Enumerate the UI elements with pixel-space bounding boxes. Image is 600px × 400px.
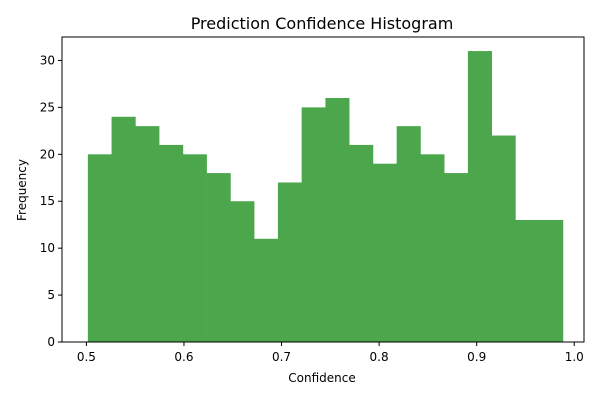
x-tick-label: 0.6: [174, 350, 193, 364]
histogram-bar-6: [206, 173, 231, 342]
histogram-bar-13: [372, 163, 397, 342]
x-tick-label: 0.9: [467, 350, 486, 364]
bars-group: [87, 51, 564, 343]
x-tick-label: 0.5: [77, 350, 96, 364]
x-axis: 0.5 0.6 0.7 0.8 0.9 1.0: [77, 342, 584, 364]
histogram-bar-14: [396, 126, 421, 343]
histogram-bar-12: [349, 144, 374, 342]
x-axis-title: Confidence: [288, 371, 355, 385]
y-tick-label: 25: [40, 100, 55, 114]
y-tick-label: 10: [40, 241, 55, 255]
chart-title: Prediction Confidence Histogram: [191, 14, 454, 33]
histogram-bar-9: [277, 182, 302, 342]
y-tick-label: 5: [47, 288, 55, 302]
histogram-bar-17: [467, 51, 492, 342]
histogram-bar-15: [420, 154, 445, 342]
y-tick-label: 30: [40, 53, 55, 67]
histogram-bar-16: [444, 173, 469, 342]
histogram-bar-18: [491, 135, 516, 342]
histogram-bar-1: [87, 154, 112, 342]
histogram-bar-2: [111, 116, 136, 343]
y-axis: 0 5 10 15 20 25 30: [40, 53, 62, 349]
y-tick-label: 0: [47, 335, 55, 349]
histogram-bar-20: [539, 220, 564, 342]
x-tick-label: 1.0: [565, 350, 584, 364]
y-tick-label: 15: [40, 194, 55, 208]
plot-frame: [61, 36, 585, 343]
histogram-bar-19: [515, 220, 540, 342]
histogram-bar-5: [182, 154, 207, 342]
histogram-bar-4: [159, 144, 184, 342]
histogram-bar-11: [325, 98, 350, 342]
histogram-bar-3: [135, 126, 160, 343]
x-tick-label: 0.8: [370, 350, 389, 364]
histogram-bar-10: [301, 107, 326, 342]
y-axis-title: Frequency: [15, 159, 29, 221]
y-tick-label: 20: [40, 147, 55, 161]
histogram-bar-7: [230, 201, 255, 342]
histogram-bar-8: [254, 238, 279, 342]
x-tick-label: 0.7: [272, 350, 291, 364]
